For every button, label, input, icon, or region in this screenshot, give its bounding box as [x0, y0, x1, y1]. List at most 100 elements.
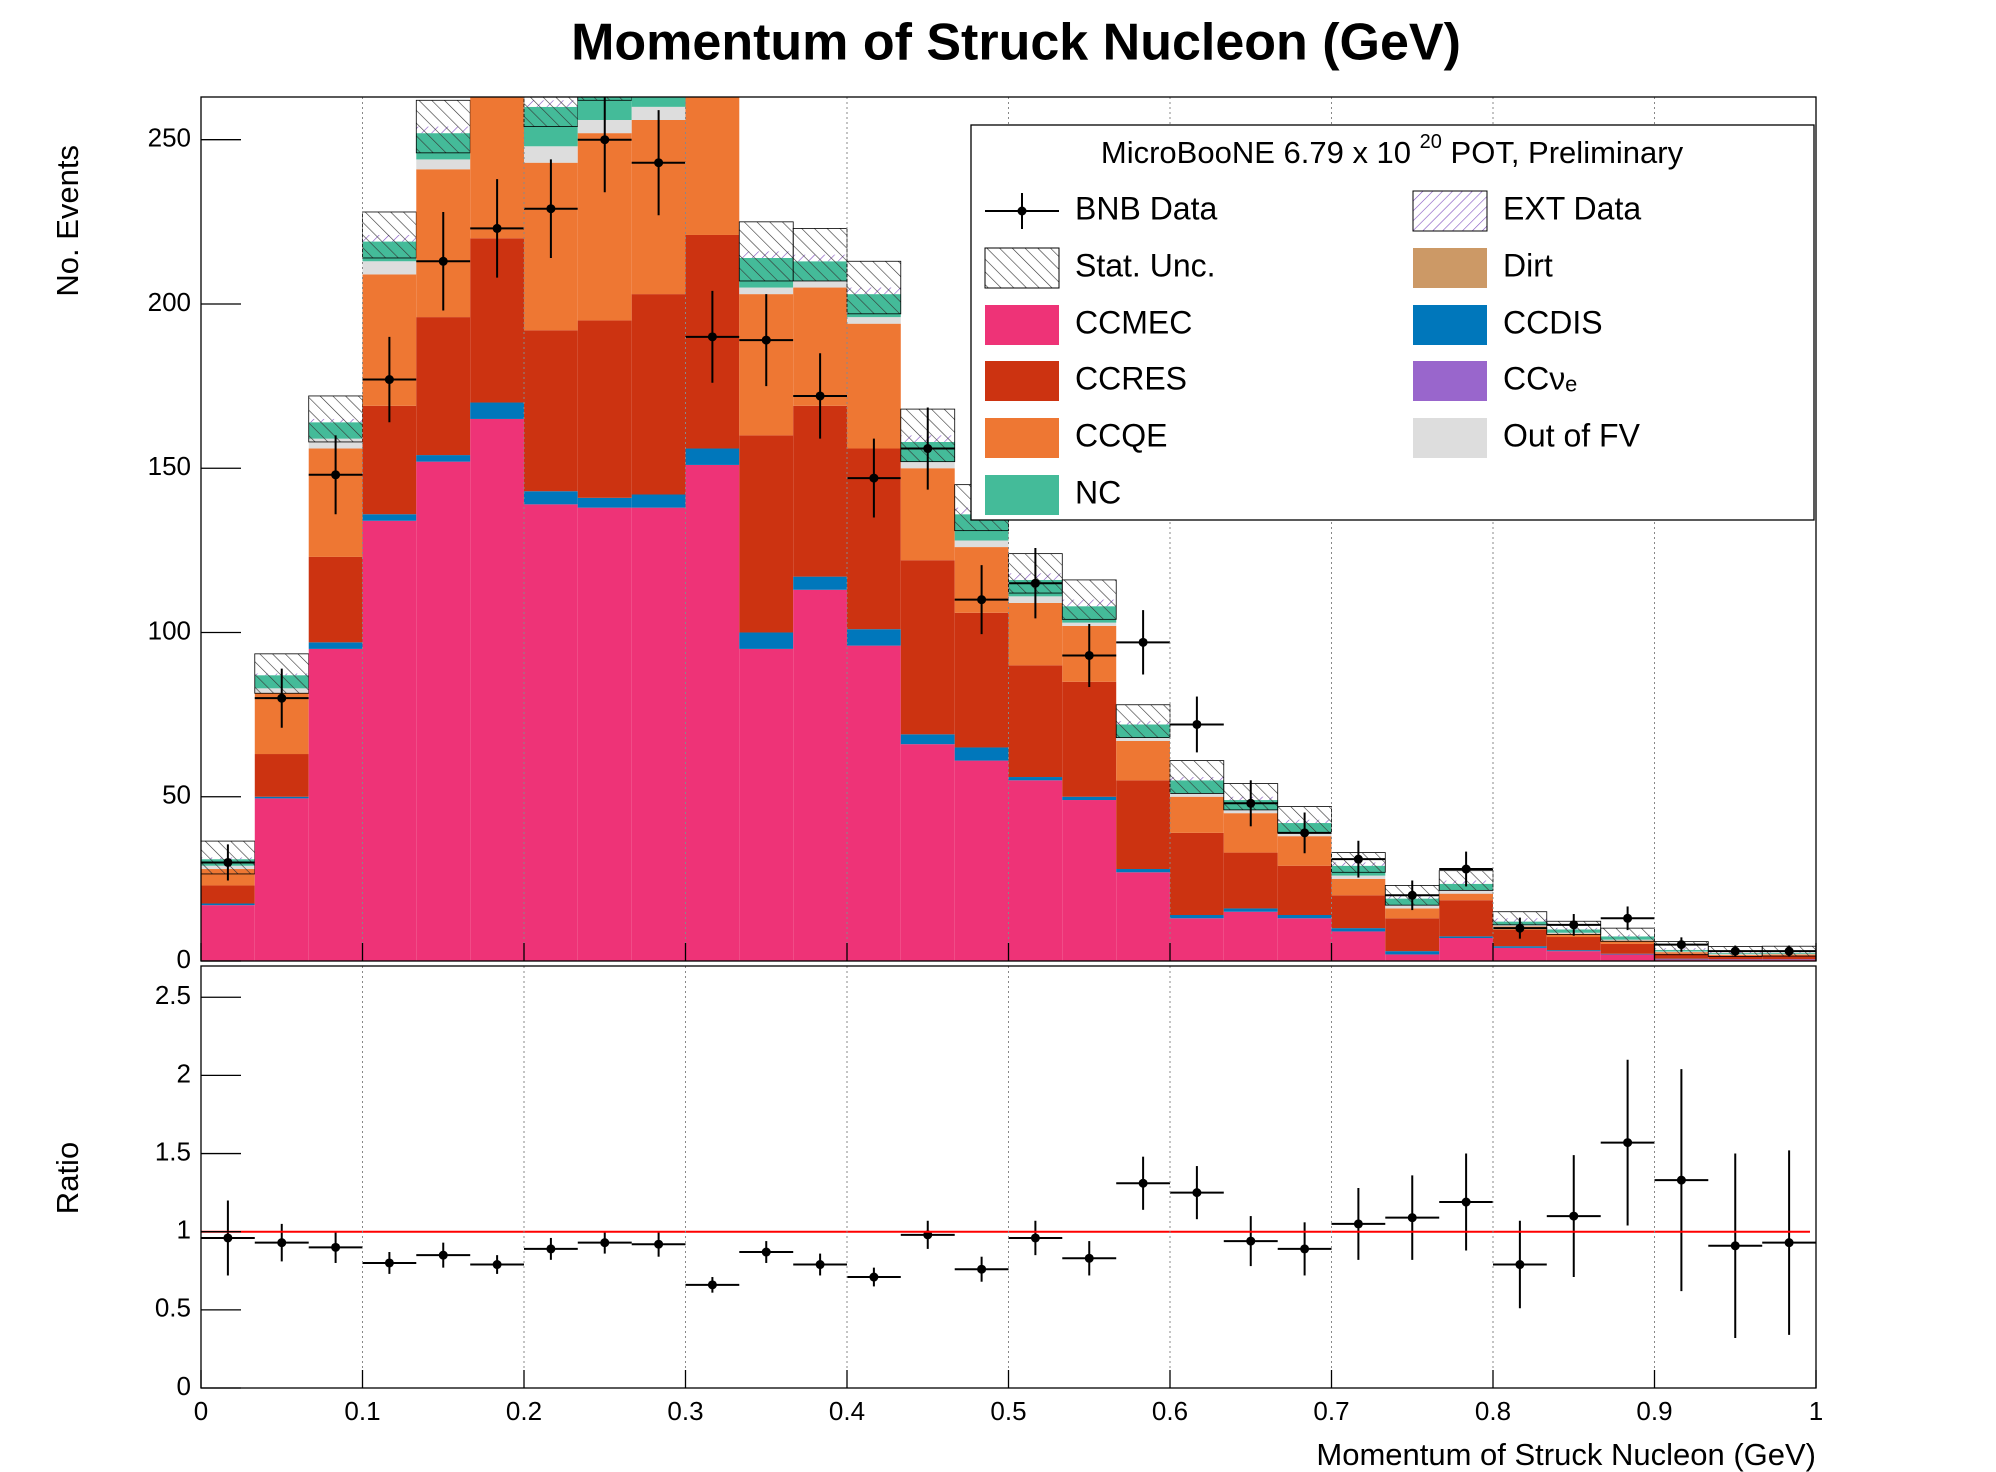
chart-title: Momentum of Struck Nucleon (GeV) [571, 14, 1461, 72]
legend-title-exponent: 20 [1420, 131, 1442, 153]
ratio-point [492, 1260, 502, 1270]
stack-segment [847, 317, 901, 324]
ratio-point [1623, 1138, 1633, 1148]
stack-segment [470, 402, 524, 419]
stack-segment [847, 323, 901, 449]
data-point [1784, 946, 1794, 956]
legend-label: CCRES [1075, 360, 1187, 396]
legend-swatch [1413, 305, 1487, 345]
legend-swatch [985, 418, 1059, 458]
stack-segment [847, 629, 901, 646]
data-point [1084, 650, 1094, 660]
data-point [1623, 913, 1633, 923]
legend-swatch [985, 361, 1059, 401]
stack-segment [1708, 959, 1763, 961]
ratio-y-tick-label: 0 [177, 1371, 191, 1401]
x-tick-label: 0.1 [344, 1396, 380, 1426]
stack-segment [739, 632, 794, 649]
axes: 0 0.1 0.2 0.3 0.4 0.5 0.6 0.7 0.8 0.9 105010015020… [148, 96, 1823, 1426]
legend-swatch [984, 247, 1060, 289]
legend-swatch [985, 475, 1059, 515]
data-point [1246, 798, 1256, 808]
data-point [384, 375, 394, 385]
y-tick-label: 150 [148, 451, 191, 481]
stack-segment [793, 589, 847, 961]
y-tick-label: 100 [148, 615, 191, 645]
stack-segment [1008, 780, 1063, 961]
ratio-point [1461, 1197, 1471, 1207]
legend-label: CCDIS [1503, 304, 1603, 340]
ratio-point [1138, 1178, 1148, 1188]
stack-segment [308, 642, 363, 649]
data-point [977, 595, 987, 605]
ratio-y-tick-label: 2 [177, 1058, 191, 1088]
ratio-point [869, 1272, 879, 1282]
x-tick-label: 0 [194, 1396, 208, 1426]
stack-segment [1385, 908, 1440, 919]
ratio-point [438, 1250, 448, 1260]
stack-segment [900, 744, 955, 961]
stack-segment [362, 261, 417, 275]
stack-segment [524, 504, 578, 961]
stack-segment [470, 418, 524, 961]
ratio-point [1246, 1236, 1256, 1246]
data-point [1353, 854, 1363, 864]
stack-segment [1277, 918, 1332, 961]
legend-label: Out of FV [1503, 417, 1641, 453]
stat-unc-band [738, 221, 794, 282]
stack-segment [1008, 665, 1063, 778]
stack-segment [793, 280, 847, 288]
legend-swatch [985, 305, 1059, 345]
x-tick-label: 0.6 [1152, 1396, 1188, 1426]
stack-segment [308, 556, 363, 643]
stack-segment [1439, 936, 1493, 939]
legend-swatch [1413, 248, 1487, 288]
data-point [546, 204, 556, 214]
stack-segment [739, 648, 794, 961]
ratio-point [1569, 1211, 1579, 1221]
legend-label: CCνₑ [1503, 360, 1577, 396]
stat-unc-band [362, 211, 417, 259]
stat-unc-band [1115, 704, 1171, 739]
ratio-axis-title: Ratio [50, 1142, 85, 1214]
stack-segment [631, 494, 686, 508]
stack-segment [362, 520, 417, 961]
stack-segment [201, 885, 255, 904]
stack-segment [1277, 915, 1332, 919]
stack-segment [524, 330, 578, 492]
ratio-point [384, 1258, 394, 1268]
data-point [438, 256, 448, 266]
stack-segment [1116, 740, 1170, 781]
data-point [223, 857, 233, 867]
data-point [600, 135, 610, 145]
legend-label: EXT Data [1503, 190, 1641, 226]
stack-segment [685, 97, 740, 235]
legend-data-point [1017, 206, 1027, 216]
stack-segment [1762, 959, 1816, 961]
data-point [1030, 578, 1040, 588]
data-point [1192, 719, 1202, 729]
ratio-y-tick-label: 1 [177, 1215, 191, 1245]
stack-segment [1331, 895, 1386, 929]
data-point [277, 693, 287, 703]
stat-unc-band [1600, 927, 1655, 942]
stack-segment [1385, 918, 1440, 952]
stack-segment [1062, 681, 1117, 797]
legend-label: BNB Data [1075, 190, 1217, 226]
stack-segment [1062, 796, 1117, 801]
stack-segment [1170, 793, 1224, 797]
legend-label: NC [1075, 474, 1121, 510]
stack-segment [1439, 893, 1493, 901]
stack-segment [416, 317, 471, 456]
stack-segment [1385, 954, 1440, 961]
stack-segment [416, 461, 471, 961]
stack-segment [1600, 953, 1655, 955]
stack-segment [1116, 872, 1170, 961]
stack-segment [954, 760, 1009, 961]
stack-segment [739, 435, 794, 633]
stack-segment [1170, 918, 1224, 961]
y-tick-label: 0 [177, 944, 191, 974]
data-point [761, 335, 771, 345]
stack-segment [1600, 943, 1655, 954]
stack-segment [631, 97, 686, 107]
